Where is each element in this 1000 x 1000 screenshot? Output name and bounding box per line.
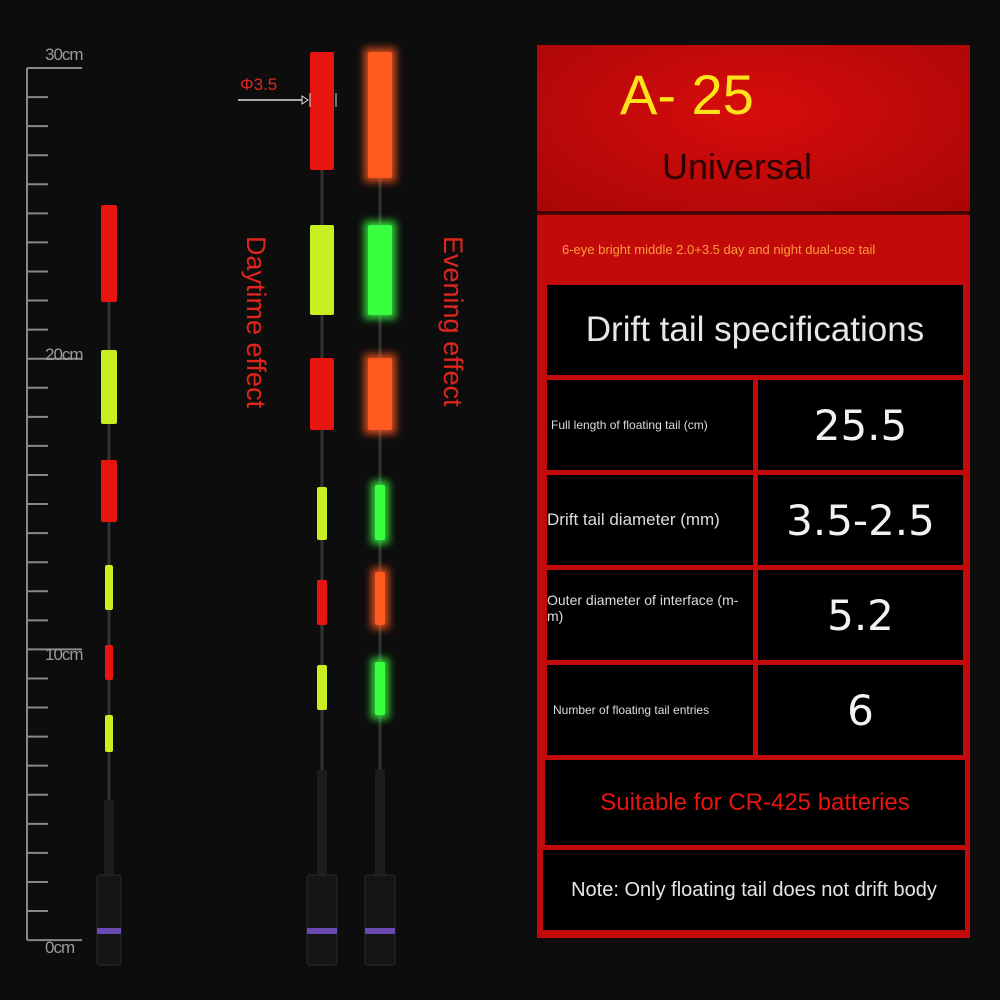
float-segment [368,358,392,430]
spec-label-diameter: Drift tail diameter (mm) [547,475,753,565]
tagline: 6-eye bright middle 2.0+3.5 day and nigh… [562,242,876,257]
battery-note: Suitable for CR-425 batteries [545,760,965,845]
float-segment [310,225,334,315]
float-stem [104,800,114,880]
float-stem [317,770,327,880]
ruler-label-0: 0cm [45,938,75,957]
spec-label-entries: Number of floating tail entries [547,665,753,755]
subtitle: Universal [662,146,813,187]
diameter-arrow-icon [238,93,337,107]
diameter-label: Φ3.5 [240,75,278,94]
ruler [26,67,82,942]
footnote: Note: Only floating tail does not drift … [543,850,965,930]
purple-ring [97,928,121,934]
ruler-label-30: 30cm [45,45,84,64]
float-segment [375,572,385,625]
float-segment [375,662,385,715]
float-illustrations [96,48,396,966]
spec-value-diameter: 3.5-2.5 [758,475,963,565]
float-segment [368,225,392,315]
float-segment [310,358,334,430]
float-connector [306,874,338,966]
float-segment [368,52,392,178]
ruler-label-20: 20cm [45,345,84,364]
float-segment [317,580,327,625]
model-title: A- 25 [620,63,754,126]
purple-ring [307,928,337,934]
spec-value-length: 25.5 [758,380,963,470]
float-segment [105,565,113,610]
float-segment [101,205,117,302]
float-connector [96,874,122,966]
daytime-effect-label: Daytime effect [241,236,271,409]
float-segment [375,485,385,540]
purple-ring [365,928,395,934]
spec-label-length: Full length of floating tail (cm) [547,380,753,470]
evening-effect-label: Evening effect [438,236,468,407]
float-stem [375,770,385,880]
float-segment [317,487,327,540]
divider [537,211,970,215]
float-connector [364,874,396,966]
ruler-label-10: 10cm [45,645,84,664]
spec-label-interface: Outer diameter of interface (m-m) [547,570,753,660]
float-segment [317,665,327,710]
title-block [537,45,970,212]
spec-value-entries: 6 [758,665,963,755]
float-segment [105,715,113,752]
float-segment [105,645,113,680]
float-segment [101,460,117,522]
spec-value-interface: 5.2 [758,570,963,660]
float-segment [101,350,117,424]
float-segment [310,52,334,170]
spec-table-title: Drift tail specifications [547,285,963,375]
